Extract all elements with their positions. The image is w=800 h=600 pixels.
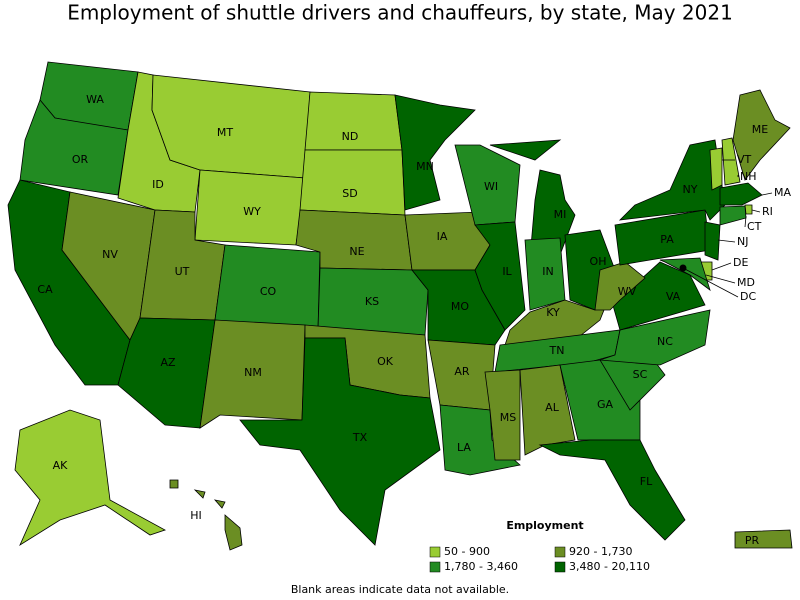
state-label: IN: [542, 265, 553, 278]
state-shape: [299, 149, 406, 216]
state-label: CO: [260, 285, 277, 298]
state-label: FL: [640, 475, 653, 488]
state-label: ME: [752, 123, 768, 136]
state-label: NM: [244, 366, 262, 379]
state-shape: [709, 147, 723, 191]
state-label: ID: [152, 178, 164, 191]
state-shape: [732, 89, 791, 181]
state-label: HI: [190, 509, 202, 522]
state-shape: [618, 139, 726, 221]
state-shape: [719, 182, 763, 206]
state-shape: [519, 364, 576, 456]
state-label: IL: [502, 265, 512, 278]
leader-line: [705, 274, 736, 284]
state-label: NV: [102, 248, 118, 261]
state-label: WI: [484, 180, 498, 193]
state-label: AK: [53, 459, 69, 472]
state-shape: [704, 221, 721, 261]
legend-swatch: [554, 546, 566, 558]
legend-label: 50 - 900: [444, 545, 490, 558]
state-label: OR: [72, 153, 89, 166]
legend-swatch: [554, 561, 566, 573]
state-label: NH: [740, 170, 757, 183]
state-label: DC: [740, 290, 756, 303]
state-shape: [239, 337, 441, 546]
state-label: NE: [349, 245, 364, 258]
state-shape: [744, 204, 753, 215]
state-label: AZ: [160, 356, 176, 369]
state-shape: [599, 309, 711, 366]
legend-swatch: [429, 546, 441, 558]
state-shape: [484, 369, 521, 461]
state-shape: [538, 439, 686, 541]
state-label: ND: [342, 130, 359, 143]
state-label: WY: [243, 205, 261, 218]
state-label: SC: [633, 368, 648, 381]
state-label: NC: [657, 335, 673, 348]
state-label: MT: [217, 126, 233, 139]
state-shape: [659, 257, 711, 292]
state-shape: [19, 99, 129, 196]
state-label: DE: [733, 256, 748, 269]
state-shape: [199, 319, 306, 429]
state-label: PR: [745, 534, 760, 547]
state-shape: [317, 267, 429, 336]
state-label: RI: [762, 205, 773, 218]
state-label: VA: [666, 290, 681, 303]
state-label: WV: [618, 285, 637, 298]
legend-label: 3,480 - 20,110: [569, 560, 650, 573]
state-label: CT: [747, 220, 762, 233]
map-title: Employment of shuttle drivers and chauff…: [67, 1, 733, 25]
state-label: MN: [416, 160, 434, 173]
state-label: AR: [454, 365, 470, 378]
state-label: MS: [500, 411, 516, 424]
state-label: GA: [597, 398, 614, 411]
state-shape: [474, 221, 526, 331]
state-label: OH: [590, 255, 607, 268]
legend-label: 920 - 1,730: [569, 545, 632, 558]
state-shape: [14, 409, 166, 547]
leader-line: [761, 192, 773, 196]
state-shape: [117, 317, 216, 429]
state-label: VT: [737, 153, 752, 166]
state-label: PA: [660, 233, 674, 246]
state-label: KY: [546, 306, 560, 319]
state-shape: [394, 94, 476, 211]
state-label: UT: [175, 265, 190, 278]
leader-line: [682, 267, 739, 298]
leader-line: [711, 262, 732, 271]
state-label: OK: [377, 355, 394, 368]
state-shape: [719, 205, 747, 226]
state-label: NJ: [737, 235, 748, 248]
legend-title: Employment: [506, 519, 583, 532]
legend-swatch: [429, 561, 441, 573]
state-label: MI: [554, 208, 567, 221]
state-label: LA: [457, 441, 471, 454]
state-label: AL: [545, 401, 560, 414]
state-label: NY: [683, 183, 698, 196]
state-shape: [721, 137, 741, 186]
state-label: MO: [451, 300, 469, 313]
state-label: IA: [437, 230, 448, 243]
state-label: CA: [37, 283, 53, 296]
state-label: KS: [365, 295, 379, 308]
state-label: MD: [737, 276, 755, 289]
footnote: Blank areas indicate data not available.: [291, 583, 509, 596]
state-label: WA: [86, 93, 104, 106]
leader-line: [744, 215, 747, 228]
state-shape: [734, 529, 793, 549]
leader-line: [751, 209, 761, 213]
state-label: SD: [342, 187, 357, 200]
state-shape: [169, 479, 243, 551]
state-label: TX: [352, 431, 368, 444]
leader-line: [717, 239, 736, 243]
state-label: MA: [774, 186, 791, 199]
legend-label: 1,780 - 3,460: [444, 560, 518, 573]
state-label: TN: [549, 344, 565, 357]
